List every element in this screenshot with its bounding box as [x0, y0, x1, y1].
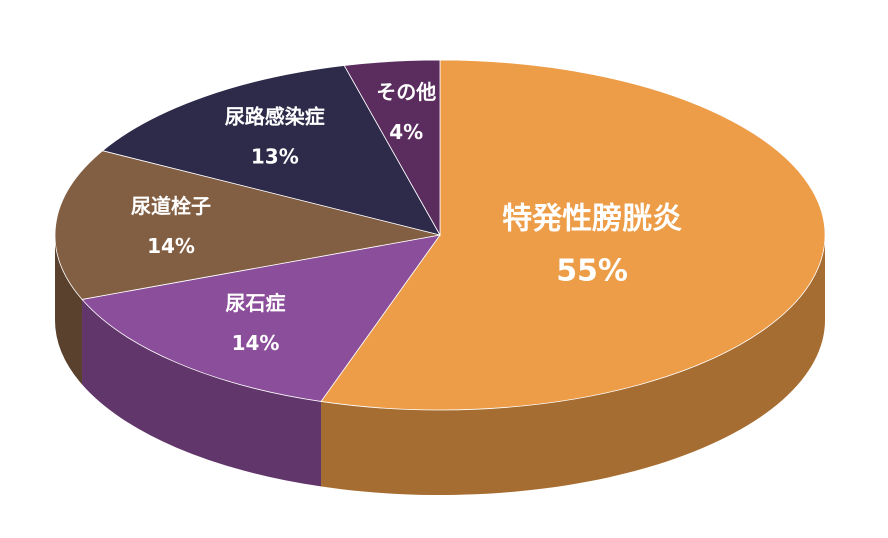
- slice-label: 尿路感染症: [225, 105, 325, 129]
- slice: [320, 59, 826, 411]
- slice: [54, 150, 441, 300]
- slice-value-label: 14%: [232, 331, 280, 355]
- slice: [101, 65, 441, 236]
- slice-side: [55, 235, 83, 385]
- slice-label: 尿石症: [226, 291, 286, 315]
- slice: [81, 234, 441, 402]
- slice-side-shade: [55, 235, 83, 385]
- slice-label: その他: [376, 80, 436, 104]
- slice-value-label: 4%: [389, 120, 423, 144]
- slice-label: 特発性膀胱炎: [502, 201, 682, 236]
- slice-label: 尿道栓子: [131, 194, 211, 218]
- slice-side: [321, 235, 825, 495]
- slice-value-label: 55%: [556, 253, 628, 288]
- slice-value-label: 14%: [147, 234, 195, 258]
- slice-side-shade: [321, 235, 825, 495]
- slice: [343, 59, 441, 237]
- slice-value-label: 13%: [251, 145, 299, 169]
